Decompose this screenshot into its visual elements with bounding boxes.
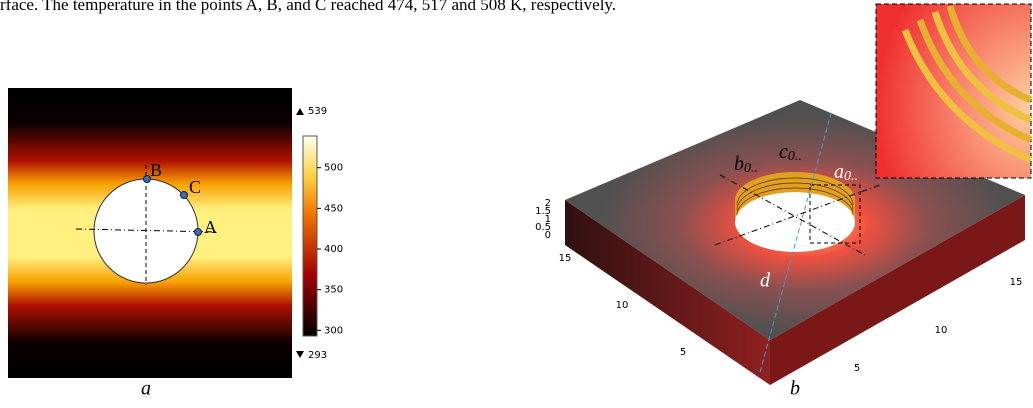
y-tick-label: 10: [616, 300, 629, 311]
y-tick-label: 15: [559, 253, 572, 264]
figure: rface. The temperature in the points A, …: [0, 0, 1033, 403]
colorbar: [303, 136, 317, 336]
colorbar-tick-label: 350: [324, 285, 343, 296]
max-marker: [296, 108, 304, 115]
x-tick-label: 10: [935, 325, 948, 336]
caption-line: rface. The temperature in the points A, …: [0, 0, 616, 14]
x-tick-label: 5: [854, 363, 860, 374]
z-tick-label: 0: [545, 230, 551, 241]
colorbar-tick-label: 300: [324, 325, 343, 336]
colorbar-min: 293: [308, 350, 327, 361]
point-label: B: [150, 160, 162, 180]
x-tick-label: 15: [1010, 277, 1023, 288]
point-label: C: [189, 177, 201, 197]
colorbar-tick-label: 500: [324, 163, 343, 174]
line-label: d: [760, 270, 771, 292]
colorbar-tick-label: 450: [324, 203, 343, 214]
y-tick-label: 5: [680, 347, 686, 358]
panel-label: b: [790, 378, 800, 400]
min-marker: [296, 351, 304, 358]
panel-label: a: [141, 378, 151, 400]
colorbar-tick-label: 400: [324, 244, 343, 255]
point-label: A: [204, 217, 217, 237]
hole: [735, 192, 855, 252]
colorbar-max: 539: [308, 106, 327, 117]
